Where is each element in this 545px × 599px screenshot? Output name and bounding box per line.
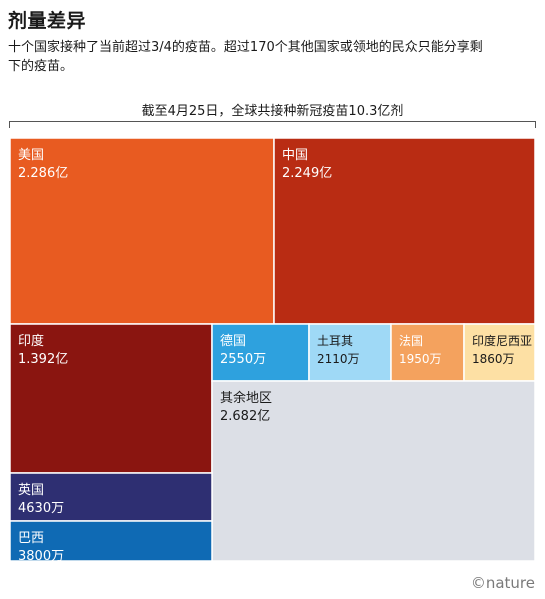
tile-9-name: 巴西: [18, 531, 44, 546]
tile-6-value: 1860万: [472, 352, 515, 366]
chart-title: 截至4月25日，全球共接种新冠疫苗10.3亿剂: [141, 104, 404, 119]
tile-6-name: 印度尼西亚: [472, 333, 532, 348]
tile-8-name: 英国: [18, 483, 44, 498]
tile-0-name: 美国: [18, 148, 44, 163]
tile-8-value: 4630万: [18, 501, 64, 516]
tile-8: [9, 472, 213, 522]
tile-6: [463, 323, 536, 382]
tile-1-value: 2.249亿: [282, 166, 332, 181]
tile-1: [273, 137, 536, 325]
tile-7-value: 2.682亿: [220, 409, 270, 424]
tile-4-value: 2110万: [317, 352, 360, 366]
tile-9-value: 3800万: [18, 549, 64, 564]
tile-5: [390, 323, 465, 382]
nature-logo: ©nature: [470, 574, 535, 592]
tile-7-name: 其余地区: [220, 390, 272, 406]
tile-5-name: 法国: [399, 334, 423, 348]
tile-4: [308, 323, 392, 382]
tile-9: [9, 520, 213, 562]
page-title: 剂量差异: [8, 10, 87, 32]
tile-2-value: 1.392亿: [18, 352, 68, 367]
tile-4-name: 土耳其: [317, 334, 353, 348]
tile-2: [9, 323, 213, 474]
tile-5-value: 1950万: [399, 352, 442, 366]
tile-0-value: 2.286亿: [18, 166, 68, 181]
tile-3-value: 2550万: [220, 352, 266, 367]
tile-1-name: 中国: [282, 148, 308, 163]
tile-2-name: 印度: [18, 333, 44, 349]
tile-7: [211, 380, 536, 562]
tile-3-name: 德国: [220, 334, 246, 349]
total-bracket: [9, 121, 536, 128]
page-subtitle: 十个国家接种了当前超过3/4的疫苗。超过170个其他国家或领地的民众只能分享剩下…: [8, 40, 483, 74]
